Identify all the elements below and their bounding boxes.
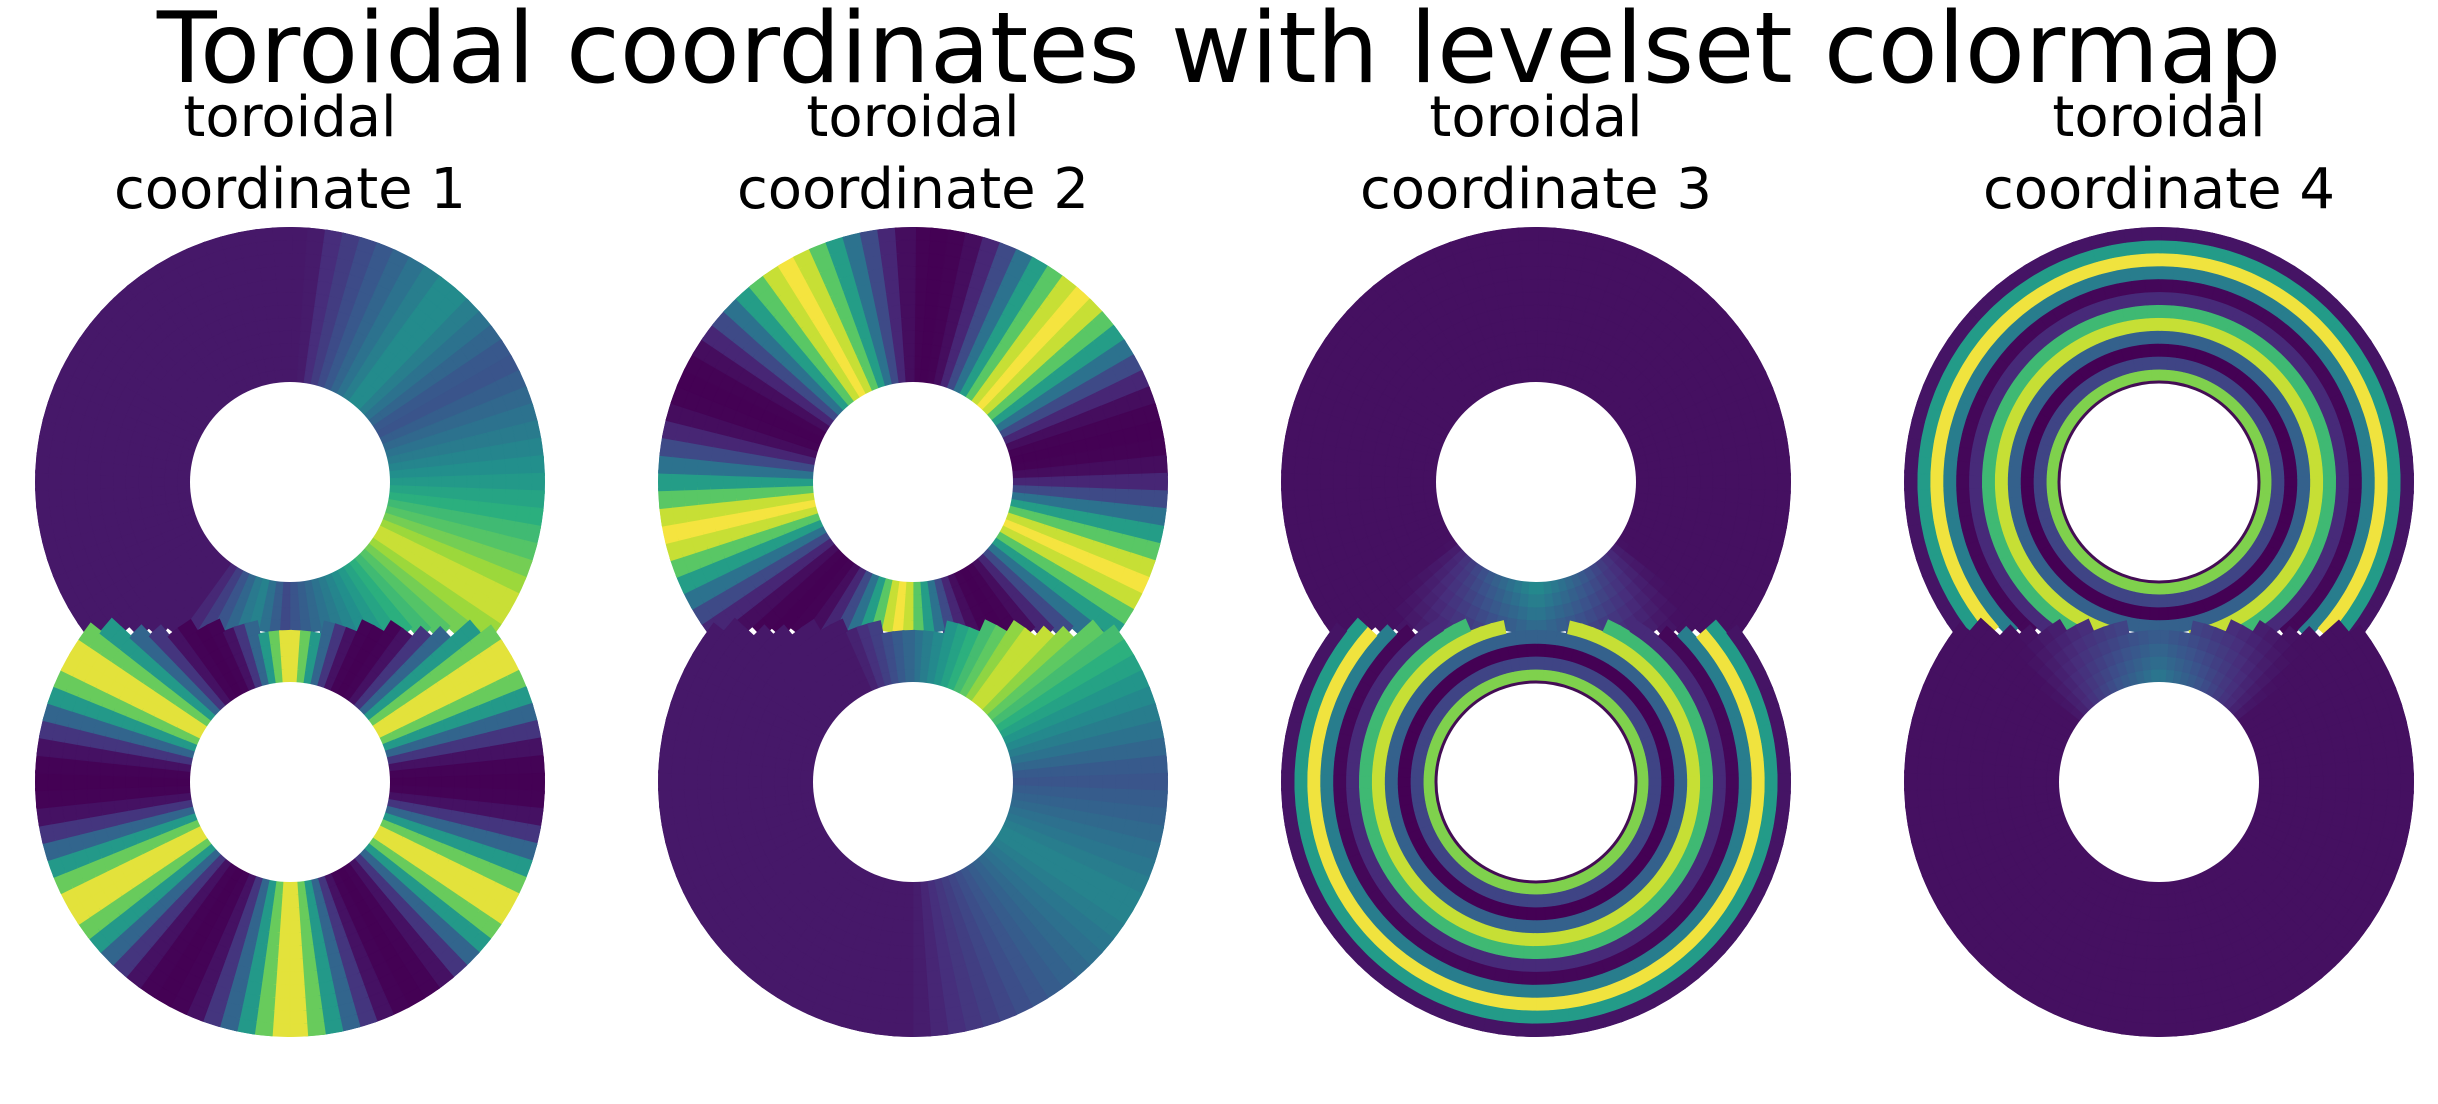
heatmap-field — [658, 227, 1168, 1037]
heatmap-cell — [1527, 368, 1538, 383]
figure-eight-plot-1 — [35, 227, 545, 1037]
heatmap-cell — [206, 618, 226, 638]
heatmap-cell — [1523, 304, 1539, 319]
heatmap-cell — [1524, 329, 1538, 344]
figure-eight-plot-3 — [1281, 227, 1791, 1037]
lower-hole — [813, 682, 1013, 882]
lower-hole — [190, 682, 390, 882]
heatmap-cell — [903, 355, 915, 370]
panel-title-line2: coordinate 1 — [113, 157, 467, 222]
panel-coordinate-1: toroidal coordinate 1 — [10, 82, 570, 1082]
figure-title: Toroidal coordinates with levelset color… — [156, 0, 2282, 106]
panel-title-line2: coordinate 3 — [1359, 157, 1713, 222]
heatmap-cell — [1526, 655, 1538, 670]
heatmap-cell — [274, 265, 293, 280]
heatmap-field — [1281, 227, 1791, 1037]
heatmap-field — [35, 227, 545, 1037]
heatmap-cell — [895, 239, 916, 254]
heatmap-cell — [898, 278, 916, 293]
heatmap-cell — [904, 668, 915, 683]
heatmap-cell — [901, 317, 916, 332]
heatmap-cell — [272, 239, 293, 254]
panel-title-line1: toroidal — [1429, 85, 1643, 150]
heatmap-cell — [278, 629, 292, 644]
heatmap-cell — [271, 227, 294, 241]
heatmap-cell — [78, 622, 102, 648]
heatmap-cell — [279, 642, 292, 657]
heatmap-cell — [901, 629, 915, 644]
heatmap-cell — [1527, 668, 1538, 683]
heatmap-cell — [900, 304, 916, 319]
heatmap-cell — [1524, 317, 1539, 332]
heatmap-cell — [1517, 227, 1540, 241]
heatmap-cell — [1520, 265, 1539, 280]
heatmap-cell — [902, 342, 915, 357]
heatmap-cell — [281, 668, 292, 683]
heatmap-cell — [281, 368, 292, 383]
panel-coordinate-2: toroidal coordinate 2 — [633, 82, 1193, 1082]
panel-title: toroidal coordinate 3 — [1256, 82, 1816, 226]
heatmap-cell — [894, 227, 917, 241]
heatmap-cell — [1518, 239, 1539, 254]
panel-title-line1: toroidal — [183, 85, 397, 150]
heatmap-cell — [279, 342, 292, 357]
heatmap-cell — [278, 329, 292, 344]
heatmap-cell — [1526, 355, 1538, 370]
heatmap-cell — [98, 617, 122, 642]
panel-coordinate-3: toroidal coordinate 3 — [1256, 82, 1816, 1082]
heatmap-cell — [275, 278, 293, 293]
heatmap-cell — [902, 642, 915, 657]
heatmap-cell — [901, 329, 915, 344]
heatmap-cell — [903, 655, 915, 670]
heatmap-cell — [899, 291, 916, 306]
heatmap-cell — [276, 291, 293, 306]
panel-title-line1: toroidal — [806, 85, 1020, 150]
heatmap-cell — [1521, 278, 1539, 293]
heatmap-cell — [177, 618, 199, 639]
heatmap-cell — [280, 655, 292, 670]
heatmap-cell — [867, 620, 884, 637]
heatmap-cell — [148, 624, 170, 646]
heatmap-cell — [280, 355, 292, 370]
heatmap-cell — [273, 252, 293, 267]
figure-eight-plot-2 — [658, 227, 1168, 1037]
heatmap-cell — [278, 317, 293, 332]
heatmap-cell — [128, 624, 151, 647]
heatmap-cell — [904, 368, 915, 383]
panel-title-line2: coordinate 2 — [736, 157, 1090, 222]
upper-hole — [190, 382, 390, 582]
heatmap-cell — [1525, 642, 1538, 657]
heatmap-cell — [897, 265, 916, 280]
heatmap-cell — [277, 304, 293, 319]
heatmap-cell — [896, 252, 916, 267]
panel-title: toroidal coordinate 1 — [10, 82, 570, 226]
heatmap-cell — [1525, 342, 1538, 357]
heatmap-cell — [1519, 252, 1539, 267]
heatmap-cell — [1522, 291, 1539, 306]
upper-hole — [813, 382, 1013, 582]
panel-title: toroidal coordinate 2 — [633, 82, 1193, 226]
heatmap-cell — [244, 620, 261, 637]
